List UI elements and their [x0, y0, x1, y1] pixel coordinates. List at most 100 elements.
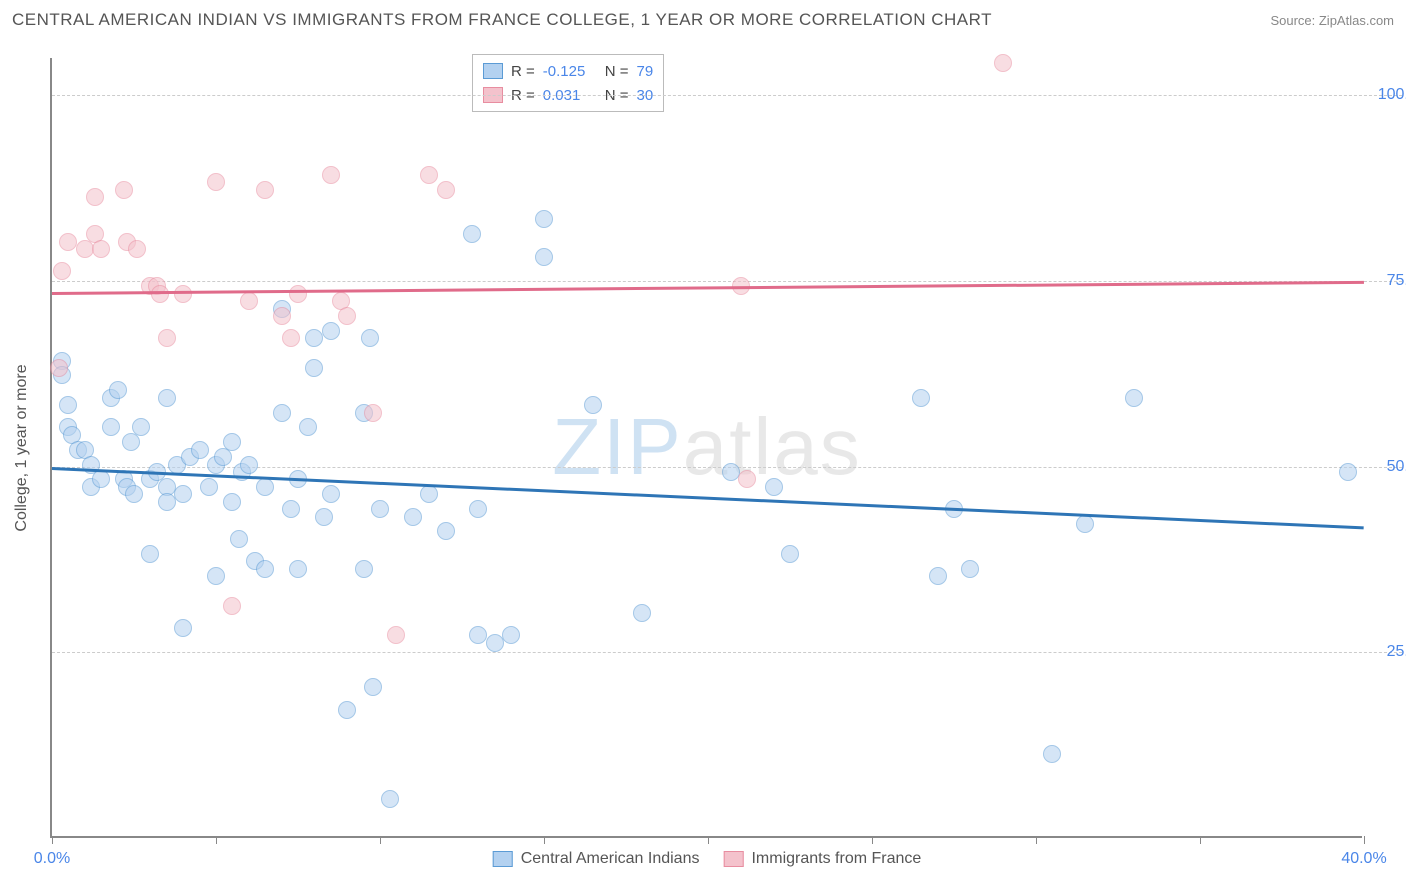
data-point	[994, 54, 1012, 72]
y-tick-label: 100.0%	[1372, 86, 1406, 104]
data-point	[128, 240, 146, 258]
chart-title: CENTRAL AMERICAN INDIAN VS IMMIGRANTS FR…	[12, 10, 992, 30]
stats-row-series1: R = -0.125 N = 79	[483, 59, 653, 83]
data-point	[174, 285, 192, 303]
x-tick	[708, 836, 709, 844]
data-point	[463, 225, 481, 243]
data-point	[223, 493, 241, 511]
legend-swatch-series2	[723, 851, 743, 867]
data-point	[92, 470, 110, 488]
data-point	[273, 404, 291, 422]
data-point	[50, 359, 68, 377]
x-tick	[52, 836, 53, 844]
x-tick-label: 0.0%	[34, 850, 70, 868]
data-point	[322, 166, 340, 184]
data-point	[86, 188, 104, 206]
data-point	[230, 530, 248, 548]
data-point	[92, 240, 110, 258]
data-point	[174, 485, 192, 503]
gridline	[52, 652, 1402, 653]
data-point	[59, 396, 77, 414]
legend-label-series1: Central American Indians	[521, 850, 700, 868]
data-point	[371, 500, 389, 518]
data-point	[158, 493, 176, 511]
x-tick	[872, 836, 873, 844]
data-point	[338, 307, 356, 325]
data-point	[207, 173, 225, 191]
n-value-series1: 79	[637, 63, 654, 80]
data-point	[151, 285, 169, 303]
y-tick-label: 25.0%	[1372, 643, 1406, 661]
x-tick-label: 40.0%	[1341, 850, 1386, 868]
data-point	[299, 418, 317, 436]
data-point	[1076, 515, 1094, 533]
legend-swatch-series1	[493, 851, 513, 867]
watermark: ZIPatlas	[552, 401, 861, 493]
data-point	[53, 262, 71, 280]
x-tick	[544, 836, 545, 844]
source-attribution: Source: ZipAtlas.com	[1270, 13, 1394, 28]
data-point	[338, 701, 356, 719]
data-point	[109, 381, 127, 399]
data-point	[102, 418, 120, 436]
data-point	[738, 470, 756, 488]
data-point	[256, 478, 274, 496]
data-point	[469, 500, 487, 518]
gridline	[52, 95, 1402, 96]
data-point	[535, 248, 553, 266]
data-point	[486, 634, 504, 652]
data-point	[361, 329, 379, 347]
legend-item-series2: Immigrants from France	[723, 850, 921, 868]
data-point	[381, 790, 399, 808]
stats-legend: R = -0.125 N = 79 R = 0.031 N = 30	[472, 54, 664, 112]
data-point	[256, 560, 274, 578]
data-point	[355, 560, 373, 578]
data-point	[282, 329, 300, 347]
data-point	[59, 233, 77, 251]
data-point	[1043, 745, 1061, 763]
data-point	[240, 292, 258, 310]
data-point	[469, 626, 487, 644]
data-point	[207, 567, 225, 585]
x-tick	[1364, 836, 1365, 844]
scatter-plot: ZIPatlas R = -0.125 N = 79 R = 0.031 N =…	[50, 58, 1362, 838]
series-legend: Central American Indians Immigrants from…	[493, 850, 922, 868]
y-tick-label: 50.0%	[1372, 458, 1406, 476]
data-point	[273, 307, 291, 325]
legend-item-series1: Central American Indians	[493, 850, 700, 868]
data-point	[1339, 463, 1357, 481]
data-point	[364, 678, 382, 696]
data-point	[223, 597, 241, 615]
data-point	[722, 463, 740, 481]
data-point	[781, 545, 799, 563]
data-point	[1125, 389, 1143, 407]
data-point	[420, 166, 438, 184]
trend-line	[52, 281, 1364, 295]
data-point	[364, 404, 382, 422]
data-point	[125, 485, 143, 503]
data-point	[256, 181, 274, 199]
data-point	[961, 560, 979, 578]
x-tick	[1200, 836, 1201, 844]
data-point	[158, 389, 176, 407]
data-point	[191, 441, 209, 459]
data-point	[115, 181, 133, 199]
legend-label-series2: Immigrants from France	[751, 850, 921, 868]
data-point	[322, 485, 340, 503]
data-point	[289, 560, 307, 578]
trend-line	[52, 467, 1364, 529]
data-point	[315, 508, 333, 526]
swatch-series1	[483, 63, 503, 79]
data-point	[141, 545, 159, 563]
data-point	[404, 508, 422, 526]
data-point	[289, 285, 307, 303]
data-point	[929, 567, 947, 585]
data-point	[305, 329, 323, 347]
data-point	[158, 329, 176, 347]
data-point	[420, 485, 438, 503]
data-point	[322, 322, 340, 340]
x-tick	[216, 836, 217, 844]
data-point	[912, 389, 930, 407]
data-point	[437, 181, 455, 199]
data-point	[502, 626, 520, 644]
